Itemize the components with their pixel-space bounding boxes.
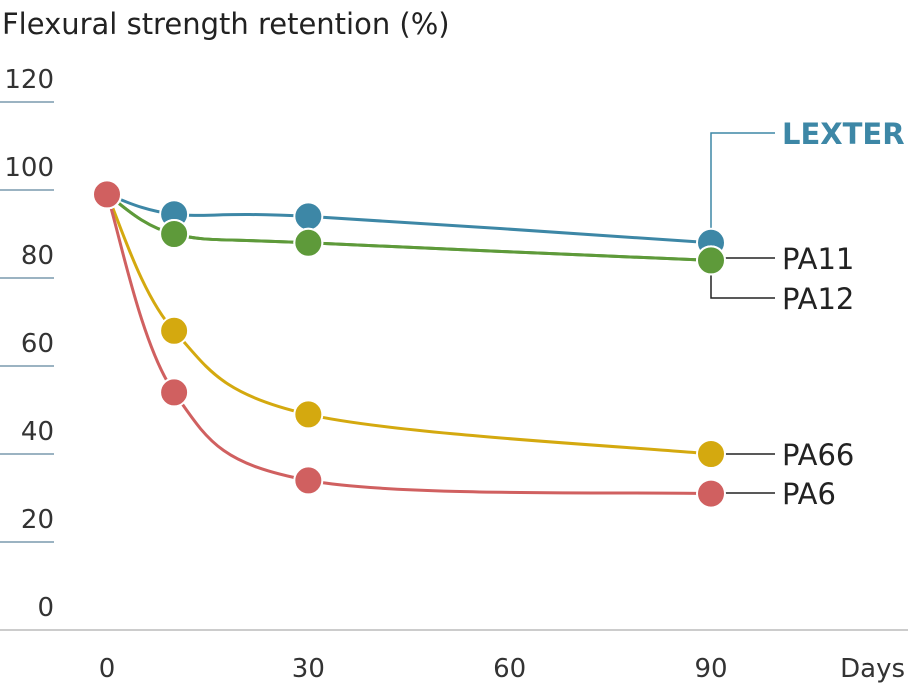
x-tick-label: 90 [694,654,727,684]
data-point [159,377,190,408]
y-tick-label: 120 [4,65,54,95]
x-tick-label: 0 [99,654,116,684]
legend-label: LEXTER [782,117,905,151]
y-tick-label: 100 [4,153,54,183]
series-line [106,193,712,262]
series-line [106,193,712,262]
legend-label: PA66 [782,438,854,472]
label-connector [710,132,775,243]
data-point [293,227,324,258]
x-tick-label: 30 [292,654,325,684]
chart-title: Flexural strength retention (%) [2,7,450,41]
series-line [105,193,712,456]
data-point [159,219,190,249]
data-point [293,201,324,232]
data-point [696,439,726,469]
y-tick-label: 0 [37,593,54,623]
data-point [159,315,190,346]
x-tick-label: 60 [493,654,526,684]
data-point [696,478,726,509]
data-point [92,179,122,210]
data-point [696,245,726,276]
legend-label: PA11 [782,242,854,276]
y-tick-label: 80 [21,241,54,271]
x-axis-label: Days [840,654,905,684]
y-tick-label: 40 [21,417,54,447]
data-point [293,399,324,430]
y-tick-label: 20 [21,505,54,535]
series-line [105,193,712,496]
series-line [106,192,712,245]
legend-label: PA12 [782,282,854,316]
data-point [293,465,324,496]
y-tick-label: 60 [21,329,54,359]
legend-label: PA6 [782,477,836,511]
